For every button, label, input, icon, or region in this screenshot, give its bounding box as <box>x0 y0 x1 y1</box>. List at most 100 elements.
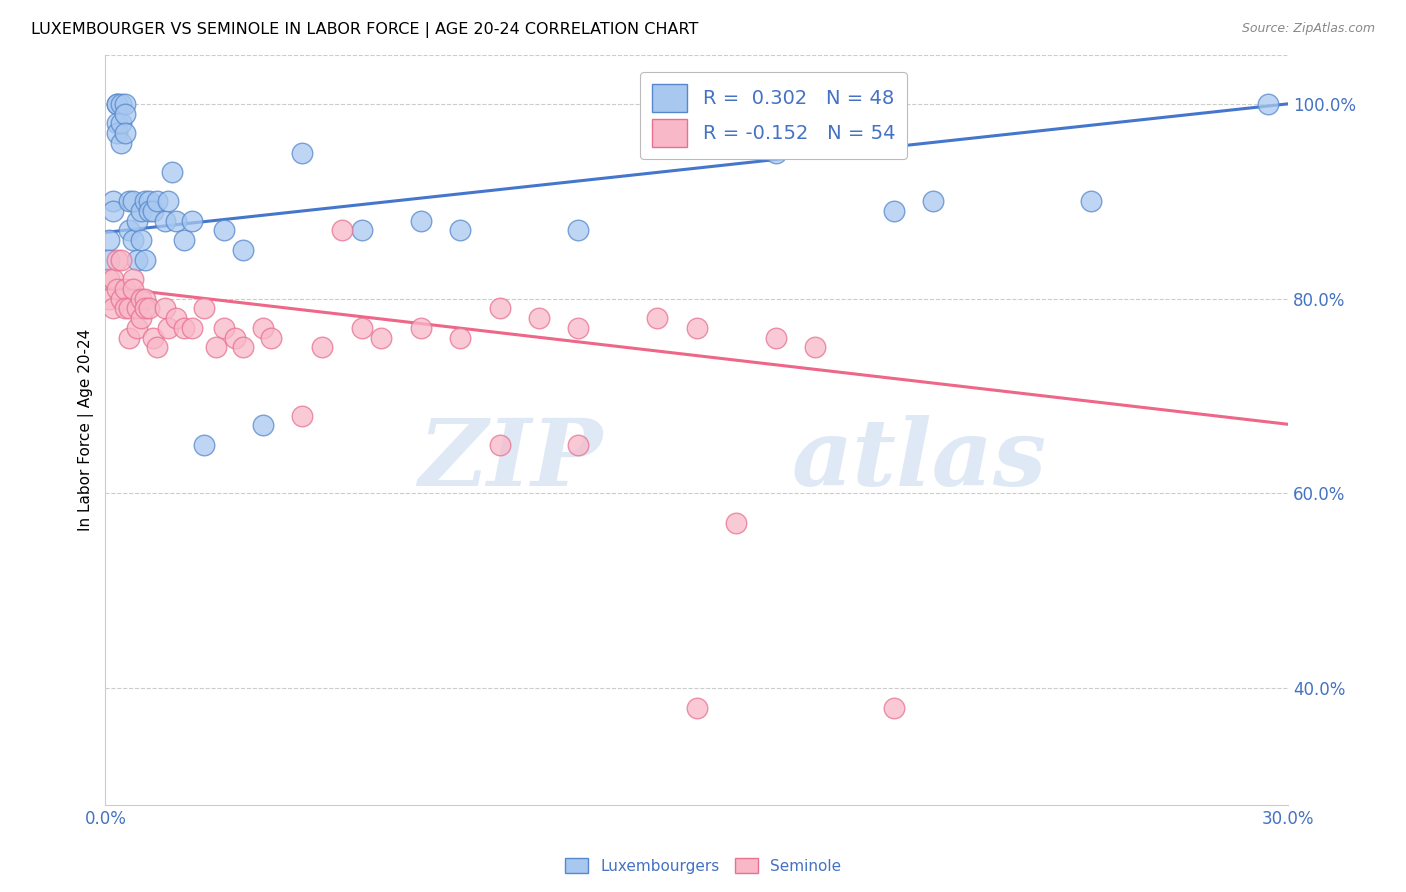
Point <box>105 96 128 111</box>
Point <box>98 233 121 247</box>
Point <box>103 204 125 219</box>
Text: atlas: atlas <box>792 415 1046 505</box>
Point <box>232 243 254 257</box>
Point <box>686 700 709 714</box>
Point <box>118 330 141 344</box>
Point <box>686 321 709 335</box>
Point <box>129 292 152 306</box>
Point <box>125 321 148 335</box>
Point <box>173 233 195 247</box>
Point <box>165 213 187 227</box>
Point <box>129 311 152 326</box>
Point <box>765 145 787 160</box>
Point <box>330 223 353 237</box>
Point <box>488 438 510 452</box>
Point <box>212 321 235 335</box>
Point <box>449 330 471 344</box>
Y-axis label: In Labor Force | Age 20-24: In Labor Force | Age 20-24 <box>79 329 94 532</box>
Point <box>142 330 165 344</box>
Point <box>114 96 136 111</box>
Point <box>488 301 510 316</box>
Point <box>114 126 136 140</box>
Point <box>181 213 204 227</box>
Point <box>449 223 471 237</box>
Point <box>105 96 128 111</box>
Point <box>118 301 141 316</box>
Point <box>110 96 132 111</box>
Point <box>232 340 254 354</box>
Point <box>125 213 148 227</box>
Point <box>114 301 136 316</box>
Point <box>145 194 167 209</box>
Point <box>1257 96 1279 111</box>
Point <box>145 340 167 354</box>
Point <box>129 233 152 247</box>
Point <box>212 223 235 237</box>
Point <box>134 194 156 209</box>
Point <box>157 321 180 335</box>
Point <box>922 194 945 209</box>
Point <box>409 321 432 335</box>
Point <box>260 330 283 344</box>
Point <box>118 223 141 237</box>
Point <box>125 301 148 316</box>
Point <box>567 223 589 237</box>
Point <box>193 301 215 316</box>
Point <box>138 204 160 219</box>
Point <box>134 301 156 316</box>
Legend: R =  0.302   N = 48, R = -0.152   N = 54: R = 0.302 N = 48, R = -0.152 N = 54 <box>640 72 907 159</box>
Point <box>153 213 176 227</box>
Point <box>567 438 589 452</box>
Point <box>204 340 226 354</box>
Point <box>103 194 125 209</box>
Text: ZIP: ZIP <box>418 415 602 505</box>
Point <box>804 340 827 354</box>
Point <box>105 282 128 296</box>
Point <box>122 194 145 209</box>
Point <box>370 330 392 344</box>
Point <box>181 321 204 335</box>
Point <box>138 194 160 209</box>
Point <box>98 252 121 267</box>
Point <box>142 204 165 219</box>
Point <box>527 311 550 326</box>
Point <box>567 321 589 335</box>
Point <box>105 116 128 130</box>
Point <box>153 301 176 316</box>
Point <box>105 252 128 267</box>
Point <box>252 321 274 335</box>
Point <box>114 282 136 296</box>
Point <box>883 700 905 714</box>
Point <box>224 330 246 344</box>
Point <box>883 204 905 219</box>
Point <box>110 116 132 130</box>
Point <box>122 282 145 296</box>
Point <box>725 516 748 530</box>
Point <box>350 321 373 335</box>
Point <box>98 292 121 306</box>
Point <box>765 330 787 344</box>
Point <box>409 213 432 227</box>
Point <box>350 223 373 237</box>
Text: Source: ZipAtlas.com: Source: ZipAtlas.com <box>1241 22 1375 36</box>
Point <box>110 292 132 306</box>
Point <box>252 418 274 433</box>
Point <box>193 438 215 452</box>
Point <box>129 204 152 219</box>
Point <box>98 272 121 286</box>
Point <box>103 272 125 286</box>
Legend: Luxembourgers, Seminole: Luxembourgers, Seminole <box>560 852 846 880</box>
Point <box>110 136 132 150</box>
Point <box>103 301 125 316</box>
Point <box>291 409 314 423</box>
Point <box>114 106 136 120</box>
Point <box>162 165 184 179</box>
Point <box>165 311 187 326</box>
Point <box>311 340 333 354</box>
Point <box>173 321 195 335</box>
Point <box>134 292 156 306</box>
Point <box>125 252 148 267</box>
Point <box>122 233 145 247</box>
Point <box>134 252 156 267</box>
Point <box>122 272 145 286</box>
